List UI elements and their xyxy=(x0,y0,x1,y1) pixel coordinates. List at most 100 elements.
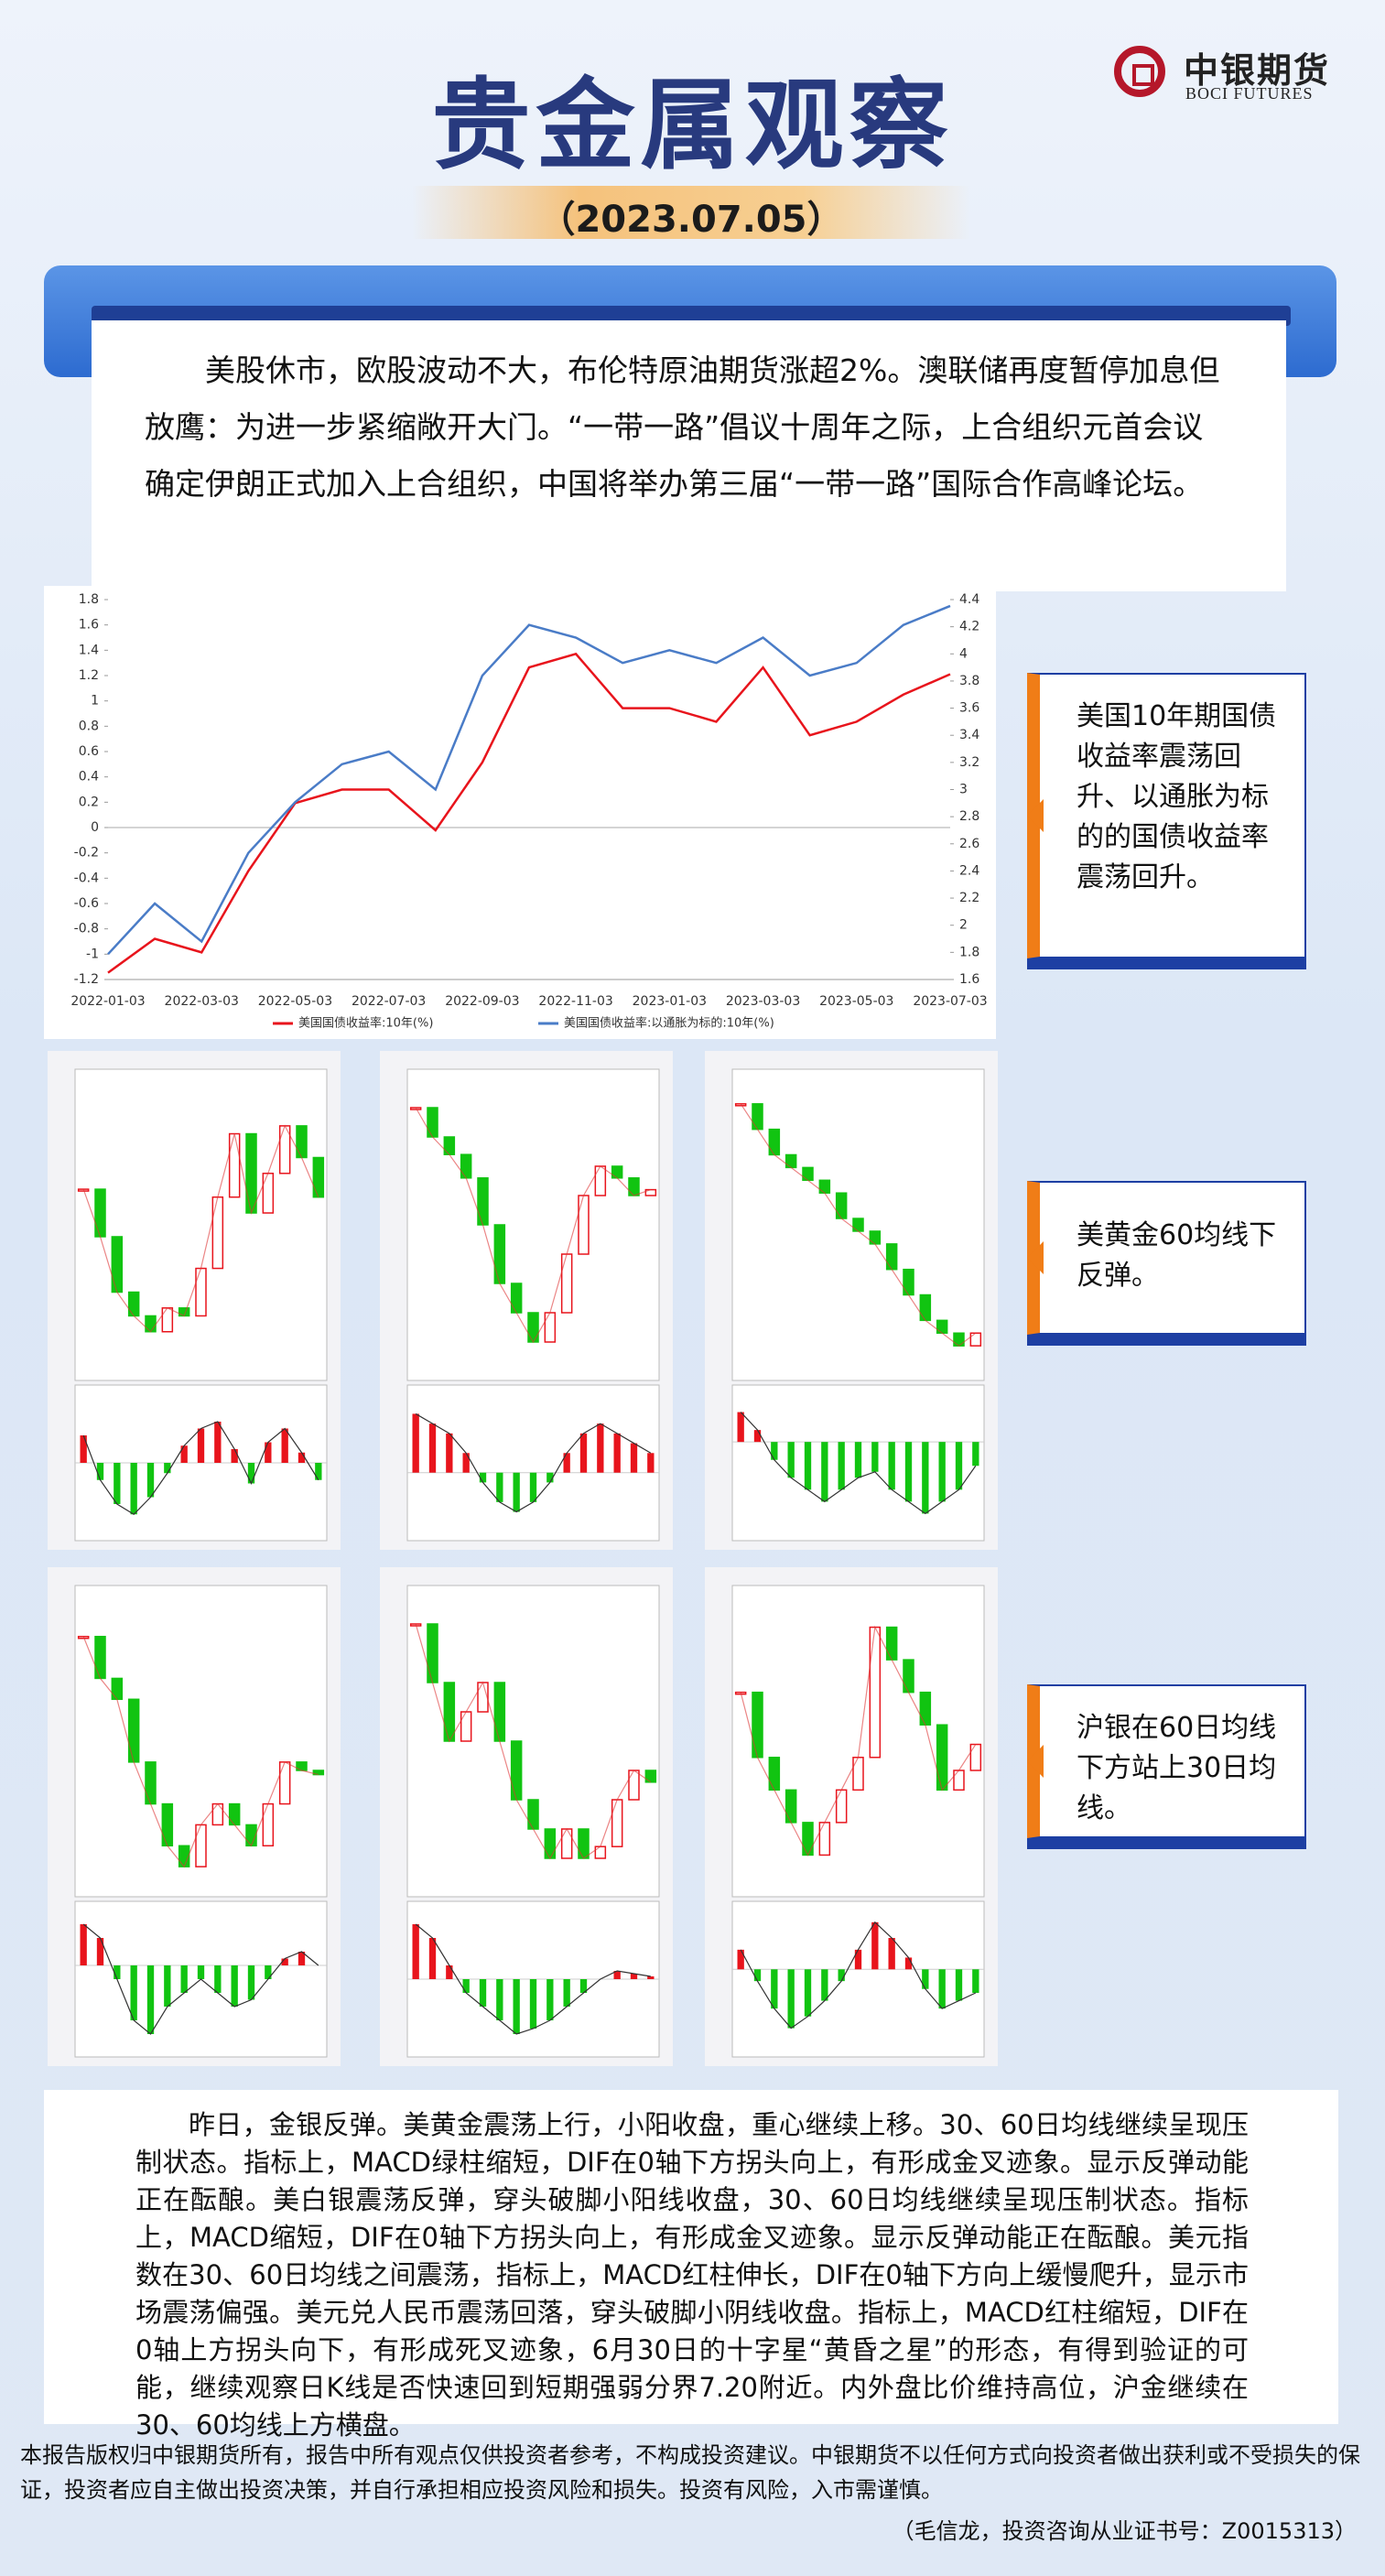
x-tick-label: 2023-03-03 xyxy=(726,994,800,1009)
macd-line xyxy=(82,1421,319,1516)
candle xyxy=(953,1770,965,1791)
macd-bar xyxy=(838,1442,845,1490)
candle xyxy=(768,1128,781,1156)
y-tick-label: 0.4 xyxy=(79,770,99,785)
macd-bar xyxy=(922,1442,929,1514)
candle xyxy=(644,1188,657,1196)
macd-bar xyxy=(904,1957,913,1970)
macd-bar xyxy=(462,1453,470,1473)
macd-bar xyxy=(265,1965,272,1979)
x-tick-label: 2023-07-03 xyxy=(913,994,987,1009)
macd-bar xyxy=(197,1965,205,1979)
y2-tick-label: 2 xyxy=(959,918,968,933)
macd-bar xyxy=(804,1442,812,1490)
candle xyxy=(578,1828,590,1859)
candle xyxy=(594,1165,607,1196)
candle xyxy=(477,1177,489,1226)
logo: 中银期货 BOCI FUTURES xyxy=(1112,38,1359,112)
candle xyxy=(94,1635,106,1680)
macd-bar xyxy=(479,1472,487,1483)
macd-bar xyxy=(496,1979,503,2020)
macd-bar xyxy=(753,1969,762,1982)
y-tick-label: 0.6 xyxy=(79,744,99,759)
x-tick-label: 2022-11-03 xyxy=(538,994,612,1009)
close-line xyxy=(415,1623,652,1860)
macd-bar xyxy=(647,1453,655,1473)
macd-bar xyxy=(298,1452,306,1463)
close-line xyxy=(740,1103,977,1347)
candle xyxy=(161,1802,174,1847)
close-line xyxy=(82,1124,319,1333)
candle xyxy=(278,1761,291,1805)
x-tick-label: 2022-05-03 xyxy=(258,994,332,1009)
candle xyxy=(228,1802,241,1826)
series-line xyxy=(107,604,951,956)
candle xyxy=(228,1132,241,1198)
candle xyxy=(460,1153,472,1179)
macd-bar xyxy=(214,1965,222,1993)
y-tick-label: -0.6 xyxy=(74,896,99,911)
macd-bar xyxy=(529,1472,537,1502)
candle xyxy=(211,1196,224,1270)
candle xyxy=(784,1789,797,1824)
macd-bar xyxy=(938,1969,946,2009)
candle xyxy=(802,1166,814,1182)
macd-line xyxy=(740,1412,977,1515)
macd-line xyxy=(415,1412,652,1513)
y2-tick-label: 3.8 xyxy=(959,674,979,688)
macd-bar xyxy=(821,1442,828,1502)
candle xyxy=(802,1822,814,1856)
x-tick-label: 2022-09-03 xyxy=(445,994,519,1009)
macd-bar xyxy=(214,1422,222,1463)
macd-bar xyxy=(130,1965,137,2020)
logo-cn: 中银期货 xyxy=(1184,50,1331,91)
candle xyxy=(477,1682,489,1713)
close-line xyxy=(415,1107,652,1344)
candle xyxy=(460,1711,472,1742)
candle xyxy=(427,1107,438,1138)
macd-bar xyxy=(513,1979,520,2034)
candle xyxy=(178,1845,190,1867)
legend-label: 美国国债收益率:以通胀为标的:10年(%) xyxy=(564,1016,774,1031)
macd-bar xyxy=(579,1979,588,1993)
candle xyxy=(145,1761,157,1805)
candle xyxy=(752,1103,763,1131)
candle xyxy=(869,1230,882,1245)
candle xyxy=(903,1659,914,1694)
kline-panel xyxy=(48,1567,341,2066)
candle xyxy=(628,1177,640,1196)
y-tick-label: 0.2 xyxy=(79,795,99,809)
macd-bar xyxy=(96,1463,104,1480)
panel-frame xyxy=(731,1900,985,2058)
candle xyxy=(784,1153,797,1169)
y-tick-label: -1.2 xyxy=(74,972,99,987)
y-tick-label: 0 xyxy=(91,820,99,835)
macd-bar xyxy=(904,1442,913,1502)
macd-bar xyxy=(412,1924,419,1979)
candle xyxy=(969,1332,982,1347)
macd-bar xyxy=(446,1433,453,1473)
candle xyxy=(145,1315,157,1333)
macd-bar xyxy=(130,1463,137,1515)
candle xyxy=(296,1125,308,1159)
candle xyxy=(493,1682,506,1742)
macd-bar xyxy=(265,1442,272,1463)
candle xyxy=(818,1179,831,1194)
y2-tick-label: 2.8 xyxy=(959,809,979,824)
candle xyxy=(835,1192,848,1219)
macd-bar xyxy=(787,1442,795,1478)
macd-bar xyxy=(563,1453,570,1473)
candle xyxy=(262,1173,275,1214)
y2-tick-label: 2.6 xyxy=(959,837,979,851)
macd-bar xyxy=(871,1442,879,1472)
macd-bar xyxy=(428,1423,437,1473)
close-line xyxy=(82,1636,319,1868)
macd-bar xyxy=(479,1979,487,2007)
logo-mark xyxy=(1114,46,1165,97)
macd-bar xyxy=(854,1442,862,1478)
macd-bar xyxy=(972,1442,979,1467)
candle xyxy=(818,1822,831,1856)
macd-bar xyxy=(412,1413,419,1473)
macd-bar xyxy=(737,1412,744,1443)
candle xyxy=(953,1332,965,1347)
